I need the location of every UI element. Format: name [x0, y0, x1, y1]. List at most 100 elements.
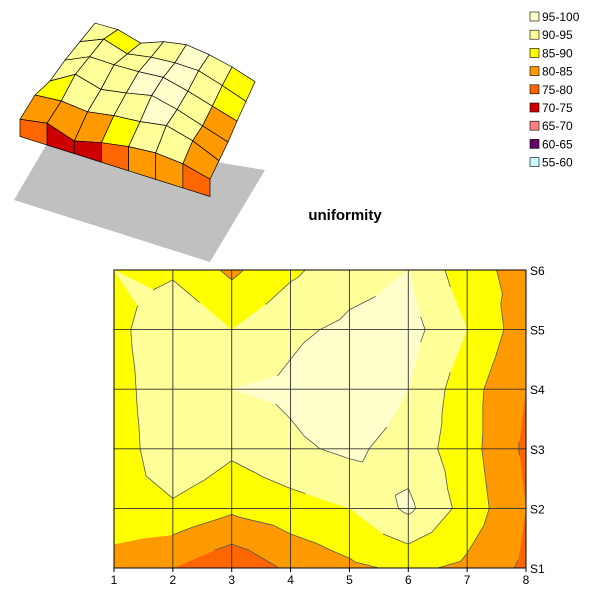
legend-label: 70-75 — [542, 101, 573, 115]
contour-line — [319, 448, 343, 457]
contour-line — [290, 488, 306, 494]
contour-line — [466, 525, 485, 554]
contour-line — [437, 423, 443, 449]
contour-line — [441, 389, 446, 415]
contour-line — [290, 277, 299, 283]
contour-line — [349, 296, 376, 311]
x-tick-label: 1 — [111, 573, 118, 587]
contour-line — [231, 460, 256, 473]
contour-line — [237, 269, 244, 276]
contour-line — [130, 329, 133, 348]
legend-swatch — [529, 66, 540, 76]
contour-line — [483, 362, 494, 390]
surface-plot — [14, 22, 265, 262]
y-tick-label: S5 — [530, 324, 545, 338]
y-tick-label: S2 — [530, 502, 545, 516]
x-tick-label: 5 — [346, 573, 353, 587]
contour-line — [431, 508, 453, 533]
contour-line — [496, 269, 503, 294]
contour-line — [135, 389, 138, 414]
contour-line — [172, 527, 192, 536]
y-tick-label: S3 — [530, 443, 545, 457]
y-tick-label: S4 — [530, 383, 545, 397]
contour-line — [277, 359, 291, 377]
contour-line — [382, 533, 409, 545]
contour-line — [138, 423, 141, 449]
contour-line — [145, 475, 174, 499]
legend-label: 90-95 — [542, 28, 573, 42]
contour-line — [203, 460, 232, 481]
contour-line — [240, 517, 274, 526]
contour-line — [500, 304, 505, 330]
contour-line — [513, 559, 519, 569]
contour-line — [275, 403, 291, 420]
contour-line — [362, 448, 370, 463]
contour-line — [231, 543, 250, 551]
contour-line — [341, 455, 350, 460]
contour-line — [411, 508, 416, 513]
contour-line — [413, 502, 417, 509]
contour-line — [483, 508, 490, 526]
chart-title: uniformity — [308, 207, 382, 224]
legend-swatch — [529, 84, 540, 95]
contour-line — [368, 426, 388, 450]
contour-line — [332, 550, 350, 559]
contour-line — [408, 512, 413, 515]
contour-lines — [130, 269, 520, 569]
contour-line — [355, 561, 379, 569]
contour-line — [273, 525, 291, 535]
contour-line — [492, 357, 496, 363]
contour-line — [319, 319, 340, 330]
contour-bands — [113, 269, 527, 569]
legend-label: 60-65 — [542, 137, 573, 151]
contour-line — [222, 513, 232, 518]
contour-line — [339, 309, 350, 320]
contour-line — [231, 275, 238, 281]
contour-line — [349, 458, 363, 463]
legend-swatch — [529, 48, 540, 58]
legend-swatch — [529, 11, 540, 22]
contour-line — [518, 448, 520, 456]
y-tick-label: S1 — [530, 562, 545, 576]
contour-line — [153, 279, 174, 291]
contour-line — [134, 368, 137, 390]
contour-line — [494, 329, 505, 359]
contour-line — [444, 269, 451, 288]
contour-line — [447, 488, 453, 509]
contour-line — [481, 448, 485, 466]
legend-label: 55-60 — [542, 156, 573, 170]
legend-label: 65-70 — [542, 119, 573, 133]
contour-line — [407, 488, 415, 503]
plot-border — [113, 269, 527, 569]
legend: 95-100 90-95 85-90 80-85 75-80 70-75 65-70 60-6… — [529, 10, 580, 170]
x-tick-label: 3 — [228, 573, 235, 587]
contour-plot: 1 2 3 4 5 6 7 8S1 S2 S3 S4 S5 S6 — [111, 264, 545, 587]
contour-band — [113, 269, 144, 307]
contour-line — [482, 389, 485, 406]
contour-line — [420, 329, 426, 343]
x-tick-label: 4 — [287, 573, 294, 587]
y-tick-label: S6 — [530, 264, 545, 278]
contour-line — [255, 472, 264, 478]
contour-line — [290, 342, 304, 360]
x-tick-label: 8 — [523, 573, 530, 587]
x-tick-label: 7 — [464, 573, 471, 587]
legend-swatch — [529, 139, 540, 149]
contour-line — [172, 279, 200, 303]
contour-line — [403, 512, 409, 515]
x-tick-label: 2 — [170, 573, 177, 587]
contour-line — [394, 495, 399, 509]
contour-line — [349, 557, 356, 563]
contour-line — [172, 484, 197, 499]
contour-line — [219, 269, 227, 276]
contour-line — [500, 293, 503, 305]
contour-line — [444, 471, 448, 489]
legend-swatch — [529, 102, 540, 113]
contour-line — [290, 533, 316, 544]
contour-line — [444, 372, 451, 390]
contour-line — [226, 275, 232, 281]
contour-line — [139, 448, 147, 476]
legend-swatch — [529, 120, 540, 131]
contour-line — [130, 305, 138, 330]
contour-line — [131, 347, 136, 369]
